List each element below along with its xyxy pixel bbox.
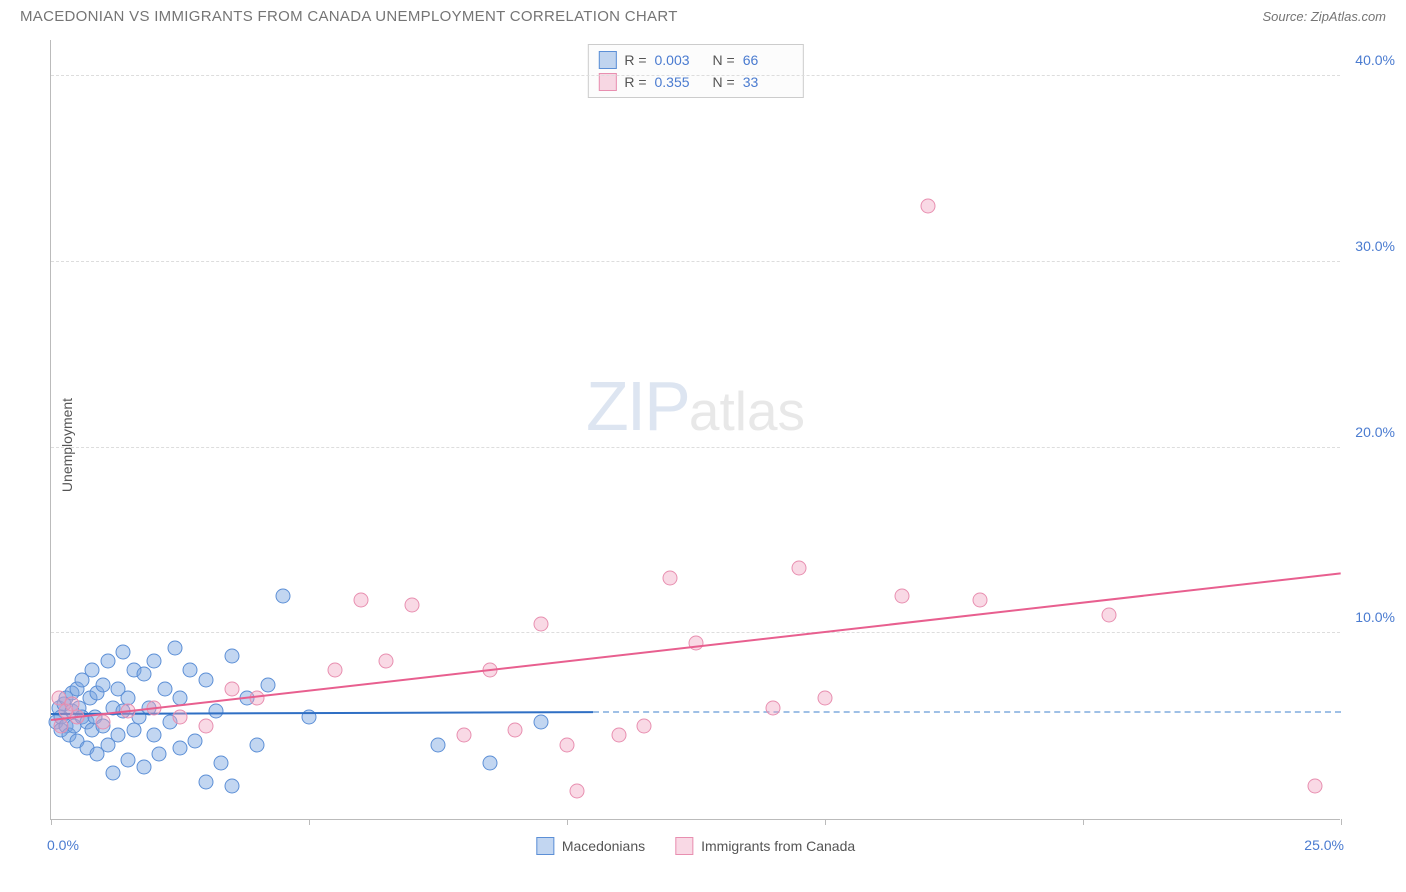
data-point [250,691,265,706]
data-point [224,778,239,793]
legend-n-label: N = [713,74,735,90]
data-point [895,589,910,604]
watermark-zip: ZIP [586,367,689,445]
data-point [611,728,626,743]
data-point [157,682,172,697]
x-tick [309,819,310,825]
data-point [54,719,69,734]
gridline-h [51,632,1340,633]
legend-bottom: Macedonians Immigrants from Canada [536,837,855,855]
chart-title: MACEDONIAN VS IMMIGRANTS FROM CANADA UNE… [20,8,678,25]
data-point [224,648,239,663]
x-tick [1341,819,1342,825]
trend-line-extension [593,711,1341,713]
data-point [116,644,131,659]
legend-stats-row-0: R = 0.003 N = 66 [598,49,792,71]
x-tick [567,819,568,825]
data-point [482,756,497,771]
source-attribution: Source: ZipAtlas.com [1262,9,1386,24]
legend-label-1: Immigrants from Canada [701,838,855,854]
data-point [198,774,213,789]
data-point [188,734,203,749]
legend-swatch-b1 [675,837,693,855]
legend-r-value-1: 0.355 [655,74,705,90]
data-point [534,715,549,730]
y-tick-label: 30.0% [1355,238,1395,254]
data-point [1308,778,1323,793]
data-point [570,784,585,799]
data-point [95,678,110,693]
data-point [405,598,420,613]
data-point [560,737,575,752]
data-point [111,728,126,743]
data-point [260,678,275,693]
data-point [198,672,213,687]
plot-area: ZIPatlas R = 0.003 N = 66 R = 0.355 N = … [50,40,1340,820]
legend-r-label: R = [624,52,646,68]
gridline-h [51,447,1340,448]
data-point [167,641,182,656]
legend-n-label: N = [713,52,735,68]
x-tick [51,819,52,825]
data-point [214,756,229,771]
y-tick-label: 20.0% [1355,424,1395,440]
data-point [327,663,342,678]
data-point [353,592,368,607]
chart-container: Unemployment ZIPatlas R = 0.003 N = 66 R… [50,40,1380,850]
gridline-h [51,75,1340,76]
data-point [95,715,110,730]
legend-swatch-0 [598,51,616,69]
legend-stats-box: R = 0.003 N = 66 R = 0.355 N = 33 [587,44,803,98]
data-point [792,561,807,576]
data-point [198,719,213,734]
watermark: ZIPatlas [586,366,805,446]
y-tick-label: 40.0% [1355,52,1395,68]
x-end-label: 25.0% [1304,837,1344,853]
data-point [921,199,936,214]
data-point [456,728,471,743]
legend-item-1: Immigrants from Canada [675,837,855,855]
data-point [126,722,141,737]
data-point [663,570,678,585]
data-point [173,709,188,724]
data-point [105,765,120,780]
legend-swatch-b0 [536,837,554,855]
data-point [173,741,188,756]
data-point [147,654,162,669]
trend-line [51,572,1341,721]
watermark-atlas: atlas [689,380,805,442]
data-point [136,667,151,682]
data-point [152,747,167,762]
data-point [250,737,265,752]
legend-n-value-1: 33 [743,74,793,90]
data-point [972,592,987,607]
gridline-h [51,261,1340,262]
legend-n-value-0: 66 [743,52,793,68]
x-tick [1083,819,1084,825]
data-point [209,704,224,719]
legend-label-0: Macedonians [562,838,645,854]
x-origin-label: 0.0% [47,837,79,853]
data-point [121,752,136,767]
data-point [637,719,652,734]
data-point [136,760,151,775]
x-tick [825,819,826,825]
data-point [508,722,523,737]
data-point [1101,607,1116,622]
data-point [534,617,549,632]
data-point [431,737,446,752]
data-point [147,728,162,743]
data-point [766,700,781,715]
legend-r-label: R = [624,74,646,90]
legend-item-0: Macedonians [536,837,645,855]
data-point [818,691,833,706]
data-point [183,663,198,678]
data-point [224,682,239,697]
legend-r-value-0: 0.003 [655,52,705,68]
y-tick-label: 10.0% [1355,609,1395,625]
data-point [100,654,115,669]
data-point [276,589,291,604]
data-point [85,663,100,678]
data-point [379,654,394,669]
